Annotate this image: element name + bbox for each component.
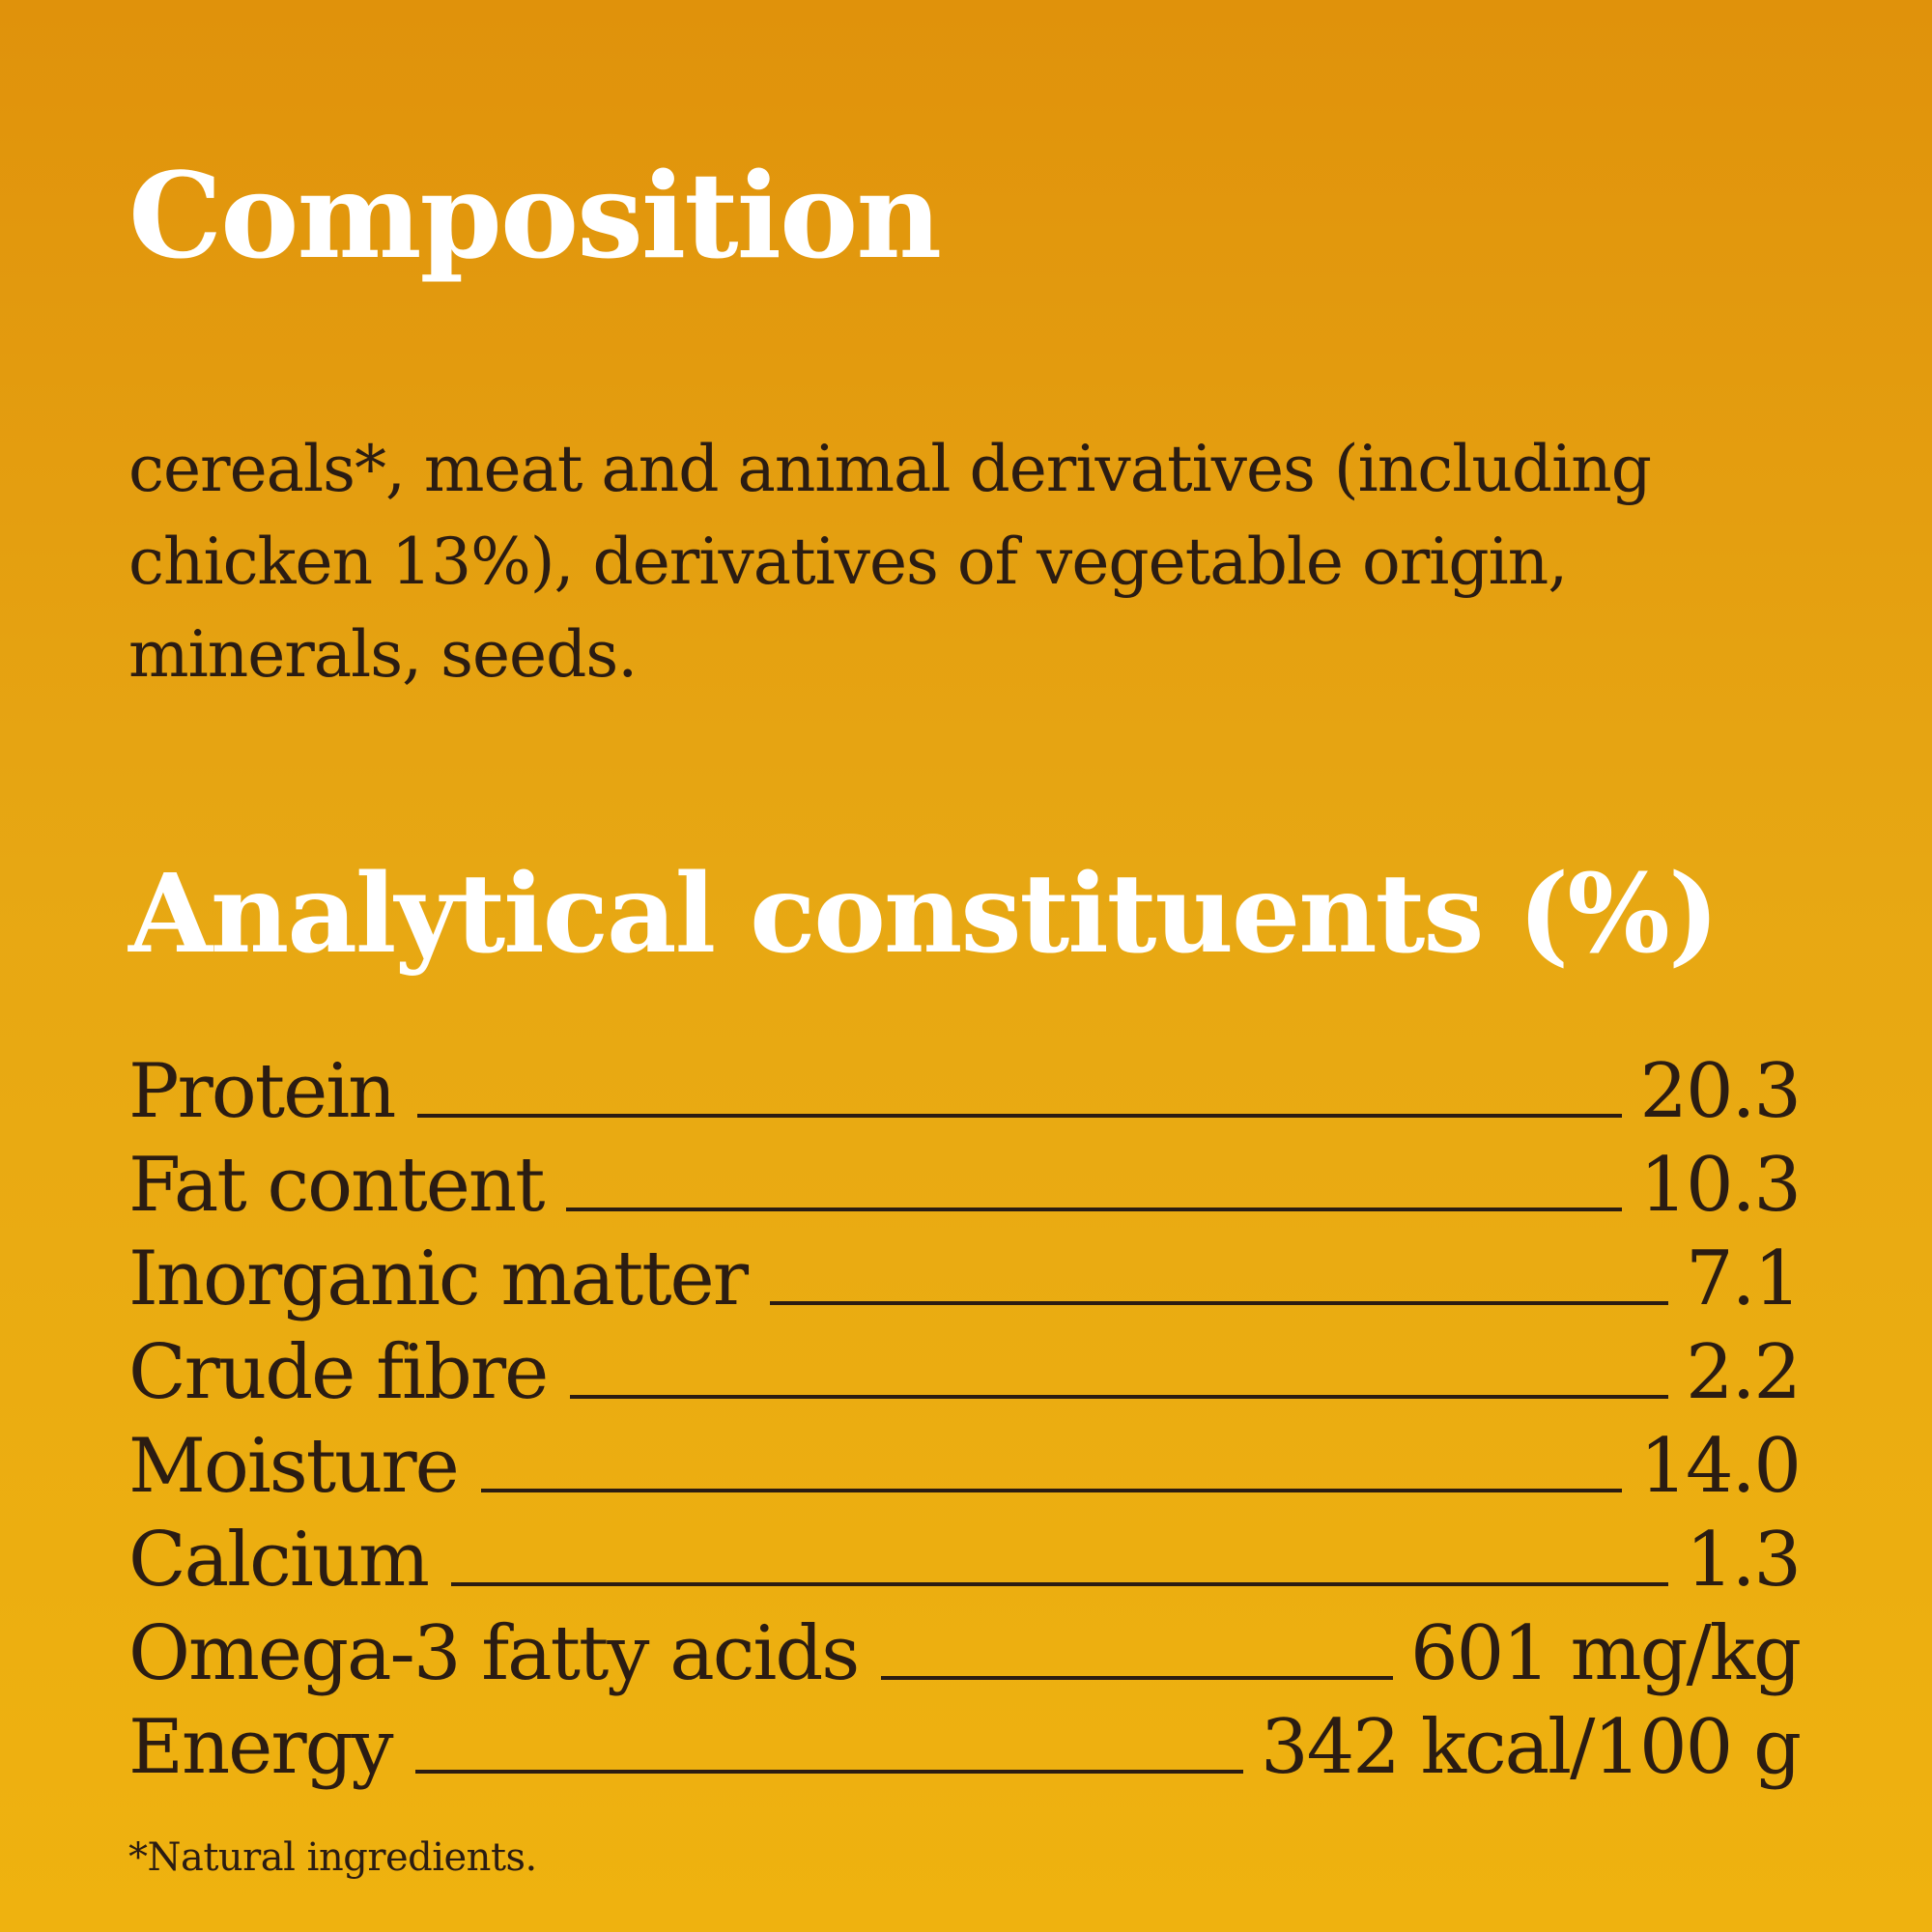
constituents-list: Protein 20.3 Fat content 10.3 Inorganic …: [128, 1036, 1802, 1791]
constituent-row-omega-3: Omega-3 fatty acids 601 mg/kg: [128, 1598, 1802, 1697]
constituent-row-crude-fibre: Crude fibre 2.2: [128, 1317, 1802, 1416]
leader-line: [881, 1676, 1393, 1680]
constituent-value: 10.3: [1639, 1142, 1802, 1229]
constituent-row-fat-content: Fat content 10.3: [128, 1129, 1802, 1229]
constituent-name: Omega-3 fatty acids: [128, 1610, 860, 1697]
analytical-constituents-title: Analytical constituents (%): [128, 851, 1719, 978]
constituent-name: Moisture: [128, 1423, 460, 1510]
constituent-row-moisture: Moisture 14.0: [128, 1410, 1802, 1510]
leader-line: [417, 1114, 1623, 1118]
constituent-value: 1.3: [1685, 1517, 1802, 1604]
leader-line: [450, 1582, 1668, 1586]
leader-line: [480, 1489, 1623, 1492]
constituent-name: Inorganic matter: [128, 1236, 749, 1322]
constituent-value: 7.1: [1685, 1236, 1802, 1322]
constituent-name: Calcium: [128, 1517, 430, 1604]
leader-line: [414, 1770, 1244, 1774]
leader-line: [570, 1395, 1668, 1399]
constituent-value: 20.3: [1639, 1048, 1802, 1135]
constituent-row-inorganic-matter: Inorganic matter 7.1: [128, 1223, 1802, 1322]
constituent-name: Energy: [128, 1704, 394, 1791]
constituent-name: Crude fibre: [128, 1329, 549, 1416]
leader-line: [566, 1208, 1623, 1211]
footnote: *Natural ingredients.: [128, 1835, 537, 1880]
constituent-value: 2.2: [1685, 1329, 1802, 1416]
constituent-row-energy: Energy 342 kcal/100 g: [128, 1691, 1802, 1791]
constituent-value: 601 mg/kg: [1409, 1610, 1802, 1697]
constituent-row-calcium: Calcium 1.3: [128, 1504, 1802, 1604]
constituent-row-protein: Protein 20.3: [128, 1036, 1802, 1135]
constituent-value: 342 kcal/100 g: [1261, 1704, 1802, 1791]
constituent-name: Protein: [128, 1048, 396, 1135]
leader-line: [770, 1301, 1668, 1305]
constituent-name: Fat content: [128, 1142, 545, 1229]
composition-title: Composition: [128, 146, 942, 285]
constituent-value: 14.0: [1639, 1423, 1802, 1510]
composition-text: cereals*, meat and animal derivatives (i…: [128, 432, 1652, 692]
